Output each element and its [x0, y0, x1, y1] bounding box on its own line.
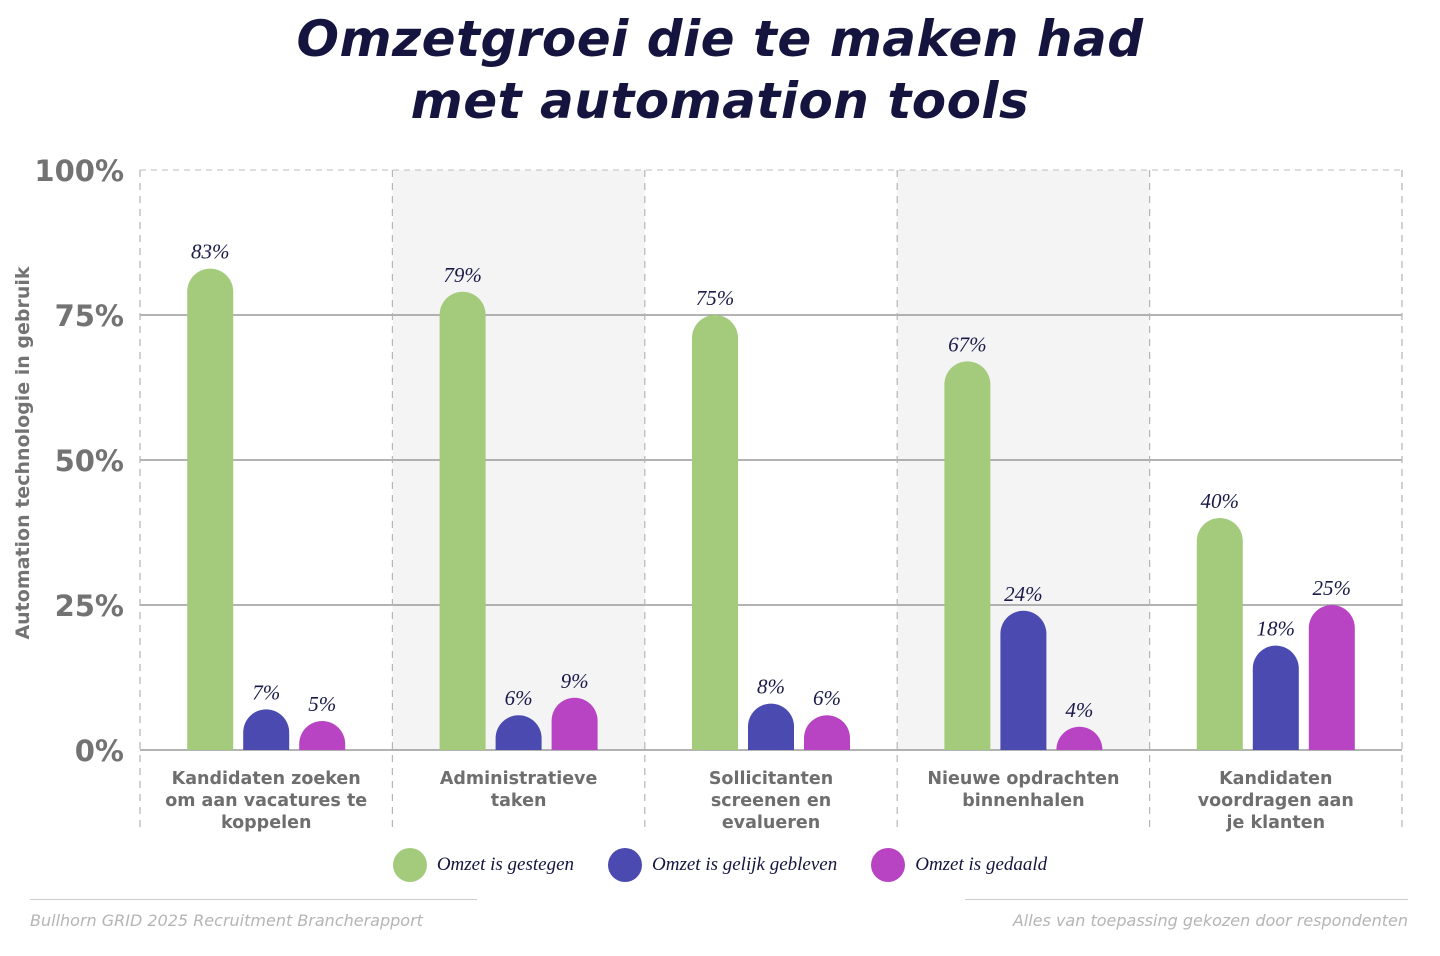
category-label: Kandidaten voordragen aan je klanten [1198, 769, 1354, 833]
bar-gestegen [439, 291, 486, 750]
bar-gelijk [748, 703, 794, 750]
footer-divider-right [965, 899, 1408, 900]
chart-title-line-2: met automation tools [410, 72, 1030, 130]
data-label: 75% [696, 286, 735, 310]
legend-item: Omzet is gelijk gebleven [608, 848, 837, 882]
data-label: 18% [1257, 617, 1296, 641]
chart-title: Omzetgroei die te maken had met automati… [0, 8, 1440, 132]
data-label: 6% [505, 686, 533, 710]
y-tick-label: 0% [75, 734, 124, 768]
legend-item: Omzet is gestegen [392, 848, 575, 882]
data-label: 67% [948, 332, 987, 356]
legend-label: Omzet is gestegen [436, 854, 575, 875]
data-label: 6% [813, 686, 841, 710]
data-label: 9% [561, 669, 589, 693]
footer-source: Bullhorn GRID 2025 Recruitment Branchera… [30, 911, 423, 930]
bar-gedaald [551, 697, 598, 750]
bars [187, 268, 1355, 750]
data-label: 8% [757, 675, 785, 699]
legend-item: Omzet is gedaald [871, 848, 1047, 882]
chart-title-line-1: Omzetgroei die te maken had [296, 10, 1144, 68]
category-dividers [139, 170, 1403, 828]
data-label: 4% [1065, 698, 1093, 722]
legend-swatch-gedaald [871, 848, 906, 882]
category-label: Administratieve taken [440, 769, 598, 811]
y-tick-label: 100% [34, 154, 124, 188]
bar-gelijk [1252, 645, 1299, 750]
data-label: 24% [1004, 582, 1043, 606]
data-label: 7% [252, 680, 280, 704]
y-tick-label: 75% [55, 299, 124, 333]
bar-gelijk [1000, 610, 1047, 750]
legend-swatch-gelijk [608, 848, 643, 882]
legend-label: Omzet is gelijk gebleven [652, 854, 838, 875]
legend-swatch-gestegen [392, 848, 427, 882]
bar-gelijk [495, 715, 542, 750]
data-label: 79% [443, 263, 482, 287]
y-axis-label: Automation technologie in gebruik [12, 266, 34, 639]
bar-gedaald [804, 715, 850, 750]
data-labels: 83% 7% 5% 79% 6% 9% 75% 8% 6% 67% 24% 4% 40% 18% 25% [191, 240, 1351, 722]
bar-gedaald [299, 721, 346, 750]
footer-divider-left [30, 899, 477, 900]
bar-gestegen [1196, 518, 1243, 750]
bar-gelijk [243, 709, 290, 750]
y-tick-label: 50% [55, 444, 124, 478]
category-labels: Kandidaten zoeken om aan vacatures te kopp… [165, 769, 1354, 833]
data-label: 25% [1313, 576, 1352, 600]
y-tick-label: 25% [55, 589, 124, 623]
category-label: Kandidaten zoeken om aan vacatures te kopp… [165, 769, 367, 833]
bar-gedaald [1056, 726, 1103, 750]
y-axis-ticks: 0% 25% 50% 75% 100% [34, 154, 124, 768]
category-label: Nieuwe opdrachten binnenhalen [927, 769, 1119, 811]
legend: Omzet is gestegen Omzet is gelijk geblev… [0, 848, 1440, 882]
category-label: Sollicitanten screenen en evalueren [709, 769, 833, 833]
bar-gestegen [187, 268, 234, 750]
bar-gestegen [944, 361, 991, 750]
data-label: 5% [308, 692, 336, 716]
data-label: 40% [1201, 489, 1240, 513]
bar-gestegen [692, 315, 738, 750]
bar-gedaald [1308, 605, 1355, 750]
legend-label: Omzet is gedaald [915, 854, 1048, 875]
bar-chart: 0% 25% 50% 75% 100% 83% 7% 5% 79% 6% 9% 75% 8% 6% 67%… [12, 154, 1403, 833]
footer-note: Alles van toepassing gekozen door respon… [1012, 911, 1408, 930]
data-label: 83% [191, 240, 230, 264]
